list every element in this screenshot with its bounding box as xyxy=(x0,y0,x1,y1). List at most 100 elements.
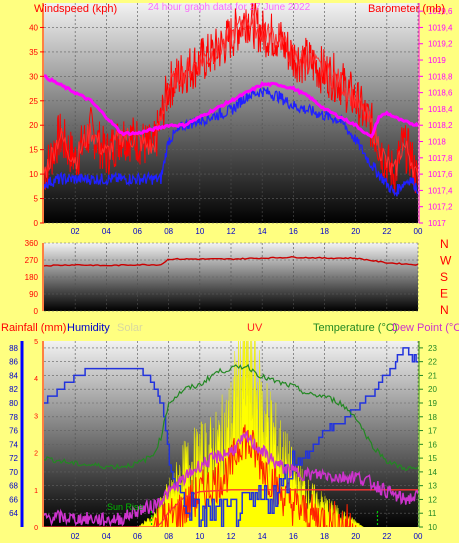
barometer-series-line xyxy=(44,74,418,139)
x-tick-label: 10 xyxy=(195,227,204,236)
compass-label: N xyxy=(440,237,449,251)
humidity-tick-label: 76 xyxy=(9,427,18,436)
humidity-tick-label: 86 xyxy=(9,358,18,367)
rain-series-line xyxy=(44,489,418,527)
rain-tick-label: 4 xyxy=(34,376,38,383)
x-tick-label: 04 xyxy=(102,532,111,541)
temperature-tick-label: 10 xyxy=(428,523,437,532)
temperature-tick-label: 21 xyxy=(428,371,437,380)
x-tick-label: 16 xyxy=(289,227,298,236)
barometer-axis-title: Barometer (mb) xyxy=(368,3,445,15)
y2-tick-label: 1019,6 xyxy=(428,7,453,16)
direction-tick-label: 90 xyxy=(29,290,38,299)
dewpoint-label: Dew Point (°C) xyxy=(392,322,459,334)
temperature-tick-label: 23 xyxy=(428,344,437,353)
humidity-tick-label: 68 xyxy=(9,482,18,491)
compass-label: N xyxy=(440,303,449,317)
y2-tick-label: 1017,2 xyxy=(428,203,453,212)
direction-tick-label: 360 xyxy=(25,239,39,248)
rain-tick-label: 2 xyxy=(34,451,38,458)
temperature-tick-label: 22 xyxy=(428,358,437,367)
temperature-series-line xyxy=(44,363,418,472)
y-tick-label: 15 xyxy=(29,146,38,155)
x-tick-label: 06 xyxy=(133,532,142,541)
x-tick-label: 00 xyxy=(414,227,423,236)
compass-label: S xyxy=(440,270,448,284)
humidity-tick-label: 70 xyxy=(9,468,18,477)
direction-tick-label: 0 xyxy=(34,307,39,316)
rain-tick-label: 3 xyxy=(34,413,38,420)
humidity-tick-label: 78 xyxy=(9,413,18,422)
humidity-series-line xyxy=(44,347,418,527)
y-tick-label: 5 xyxy=(34,195,39,204)
solar-label: Solar xyxy=(117,322,143,334)
y2-tick-label: 1017,4 xyxy=(428,186,453,195)
compass-label: E xyxy=(440,287,448,301)
x-tick-label: 20 xyxy=(351,532,360,541)
humidity-tick-label: 74 xyxy=(9,440,18,449)
temperature-tick-label: 17 xyxy=(428,427,437,436)
y-tick-label: 25 xyxy=(29,97,38,106)
y2-tick-label: 1019,2 xyxy=(428,40,453,49)
x-tick-label: 06 xyxy=(133,227,142,236)
rain-tick-label: 1 xyxy=(34,488,38,495)
x-tick-label: 18 xyxy=(320,532,329,541)
average-wind-series-line xyxy=(44,87,418,197)
direction-series-line xyxy=(44,255,418,267)
x-tick-label: 08 xyxy=(164,227,173,236)
direction-tick-label: 270 xyxy=(25,256,39,265)
y2-tick-label: 1018,2 xyxy=(428,121,453,130)
rain-tick-label: 0 xyxy=(34,525,38,532)
dewpoint-series-line xyxy=(44,429,418,527)
y-tick-label: 10 xyxy=(29,170,38,179)
x-tick-label: 20 xyxy=(351,227,360,236)
temperature-tick-label: 19 xyxy=(428,399,437,408)
temperature-tick-label: 13 xyxy=(428,482,437,491)
y2-tick-label: 1019,4 xyxy=(428,23,453,32)
rainfall-label: Rainfall (mm) xyxy=(1,322,66,334)
x-tick-label: 16 xyxy=(289,532,298,541)
x-tick-label: 02 xyxy=(71,227,80,236)
humidity-tick-label: 82 xyxy=(9,385,18,394)
x-tick-label: 12 xyxy=(227,227,236,236)
x-tick-label: 04 xyxy=(102,227,111,236)
x-tick-label: 18 xyxy=(320,227,329,236)
y-tick-label: 35 xyxy=(29,48,38,57)
y-tick-label: 20 xyxy=(29,121,38,130)
y-tick-label: 40 xyxy=(29,23,38,32)
y2-tick-label: 1019 xyxy=(428,56,446,65)
humidity-tick-label: 66 xyxy=(9,495,18,504)
sunrise-label: Sun Rise xyxy=(107,502,144,512)
temperature-tick-label: 16 xyxy=(428,440,437,449)
x-tick-label: 14 xyxy=(258,227,267,236)
humidity-tick-label: 64 xyxy=(9,509,18,518)
y-tick-label: 0 xyxy=(34,219,39,228)
x-tick-label: 22 xyxy=(382,532,391,541)
temperature-tick-label: 20 xyxy=(428,385,437,394)
temperature-tick-label: 12 xyxy=(428,495,437,504)
humidity-label: Humidity xyxy=(67,322,110,334)
x-tick-label: 22 xyxy=(382,227,391,236)
direction-tick-label: 180 xyxy=(25,273,39,282)
humidity-tick-label: 80 xyxy=(9,399,18,408)
y2-tick-label: 1018,8 xyxy=(428,72,453,81)
x-tick-label: 10 xyxy=(195,532,204,541)
humidity-tick-label: 84 xyxy=(9,371,18,380)
wind-axis-title: Windspeed (kph) xyxy=(34,3,117,15)
x-tick-label: 14 xyxy=(258,532,267,541)
x-tick-label: 02 xyxy=(71,532,80,541)
humidity-tick-label: 72 xyxy=(9,454,18,463)
x-tick-label: 12 xyxy=(227,532,236,541)
y2-tick-label: 1017 xyxy=(428,219,446,228)
humidity-tick-label: 88 xyxy=(9,344,18,353)
temperature-tick-label: 14 xyxy=(428,468,437,477)
rain-tick-label: 5 xyxy=(34,339,38,346)
temperature-tick-label: 11 xyxy=(428,509,437,518)
temperature-tick-label: 18 xyxy=(428,413,437,422)
y2-tick-label: 1018,4 xyxy=(428,105,453,114)
y2-tick-label: 1018 xyxy=(428,138,446,147)
temperature-label: Temperature (°C) xyxy=(313,322,397,334)
temperature-tick-label: 15 xyxy=(428,454,437,463)
graph-date-title: 24 hour graph data for 27 June 2022 xyxy=(148,2,311,13)
